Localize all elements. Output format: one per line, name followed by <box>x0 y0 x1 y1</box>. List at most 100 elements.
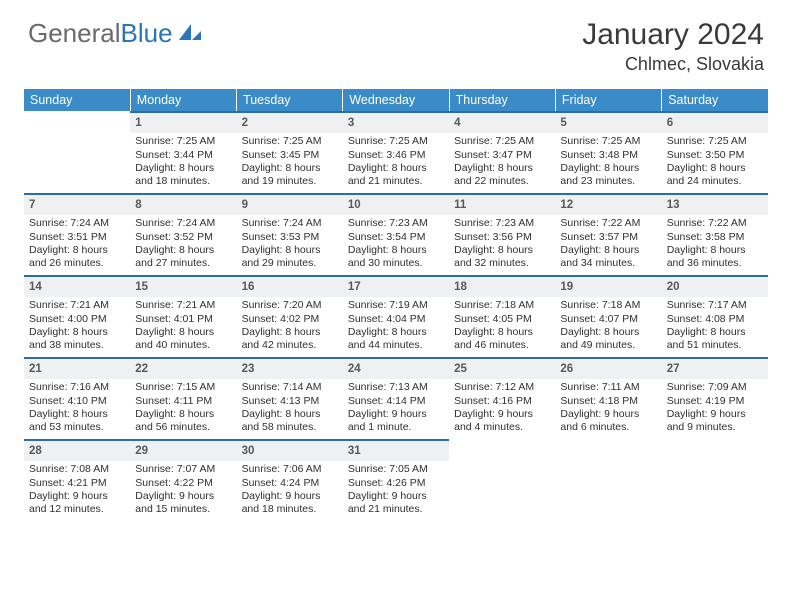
day-line: and 21 minutes. <box>348 503 444 516</box>
day-line: and 12 minutes. <box>29 503 125 516</box>
calendar-day-cell: 11Sunrise: 7:23 AMSunset: 3:56 PMDayligh… <box>449 193 555 275</box>
day-line: Sunset: 4:00 PM <box>29 313 125 326</box>
header: GeneralBlue January 2024 Chlmec, Slovaki… <box>0 0 792 83</box>
day-line: Daylight: 9 hours <box>667 408 763 421</box>
calendar-table: Sunday Monday Tuesday Wednesday Thursday… <box>24 89 768 521</box>
day-number: 21 <box>24 357 130 379</box>
day-line: Sunset: 3:58 PM <box>667 231 763 244</box>
day-line: Sunrise: 7:25 AM <box>667 135 763 148</box>
day-line: Daylight: 8 hours <box>242 244 338 257</box>
day-line: Daylight: 8 hours <box>348 162 444 175</box>
day-line: Sunset: 4:22 PM <box>135 477 231 490</box>
calendar-day-cell: 16Sunrise: 7:20 AMSunset: 4:02 PMDayligh… <box>237 275 343 357</box>
day-line: Daylight: 8 hours <box>560 244 656 257</box>
day-line: Sunrise: 7:14 AM <box>242 381 338 394</box>
day-line: Sunset: 4:16 PM <box>454 395 550 408</box>
day-line: Sunset: 4:08 PM <box>667 313 763 326</box>
page-title: January 2024 <box>582 18 764 52</box>
day-line: Sunrise: 7:13 AM <box>348 381 444 394</box>
day-text: Sunrise: 7:05 AMSunset: 4:26 PMDaylight:… <box>343 461 449 519</box>
day-line: Sunset: 3:54 PM <box>348 231 444 244</box>
day-line: and 38 minutes. <box>29 339 125 352</box>
day-text: Sunrise: 7:19 AMSunset: 4:04 PMDaylight:… <box>343 297 449 355</box>
day-line: Sunset: 3:53 PM <box>242 231 338 244</box>
day-number: 17 <box>343 275 449 297</box>
day-line: and 18 minutes. <box>135 175 231 188</box>
day-line: Daylight: 8 hours <box>135 326 231 339</box>
day-number: 8 <box>130 193 236 215</box>
day-number: 9 <box>237 193 343 215</box>
day-line: Daylight: 8 hours <box>242 326 338 339</box>
day-number: 6 <box>662 111 768 133</box>
day-line: Daylight: 9 hours <box>242 490 338 503</box>
calendar-day-cell: 7Sunrise: 7:24 AMSunset: 3:51 PMDaylight… <box>24 193 130 275</box>
day-text: Sunrise: 7:06 AMSunset: 4:24 PMDaylight:… <box>237 461 343 519</box>
calendar-day-cell: 30Sunrise: 7:06 AMSunset: 4:24 PMDayligh… <box>237 439 343 521</box>
day-line: Sunset: 3:46 PM <box>348 149 444 162</box>
calendar-day-cell: 4Sunrise: 7:25 AMSunset: 3:47 PMDaylight… <box>449 111 555 193</box>
day-line: Daylight: 8 hours <box>667 162 763 175</box>
day-text: Sunrise: 7:24 AMSunset: 3:52 PMDaylight:… <box>130 215 236 273</box>
day-line: and 15 minutes. <box>135 503 231 516</box>
day-line: Daylight: 8 hours <box>242 162 338 175</box>
day-text: Sunrise: 7:22 AMSunset: 3:57 PMDaylight:… <box>555 215 661 273</box>
calendar-day-cell: 31Sunrise: 7:05 AMSunset: 4:26 PMDayligh… <box>343 439 449 521</box>
day-line: Sunrise: 7:18 AM <box>454 299 550 312</box>
day-text: Sunrise: 7:12 AMSunset: 4:16 PMDaylight:… <box>449 379 555 437</box>
calendar-day-cell: 20Sunrise: 7:17 AMSunset: 4:08 PMDayligh… <box>662 275 768 357</box>
day-line: Daylight: 8 hours <box>29 326 125 339</box>
day-line: Daylight: 9 hours <box>348 490 444 503</box>
day-text: Sunrise: 7:18 AMSunset: 4:05 PMDaylight:… <box>449 297 555 355</box>
day-line: and 36 minutes. <box>667 257 763 270</box>
day-line: Daylight: 8 hours <box>454 326 550 339</box>
day-line: and 46 minutes. <box>454 339 550 352</box>
page-subtitle: Chlmec, Slovakia <box>582 54 764 75</box>
day-line: Sunset: 4:04 PM <box>348 313 444 326</box>
calendar-day-cell: 0 <box>449 439 555 521</box>
day-line: Sunrise: 7:23 AM <box>454 217 550 230</box>
day-line: Sunrise: 7:06 AM <box>242 463 338 476</box>
day-line: Sunset: 3:47 PM <box>454 149 550 162</box>
day-line: and 40 minutes. <box>135 339 231 352</box>
day-line: Daylight: 9 hours <box>29 490 125 503</box>
day-text: Sunrise: 7:25 AMSunset: 3:48 PMDaylight:… <box>555 133 661 191</box>
day-line: Sunrise: 7:08 AM <box>29 463 125 476</box>
day-number: 11 <box>449 193 555 215</box>
weekday-header: Friday <box>555 89 661 111</box>
day-number: 28 <box>24 439 130 461</box>
day-text: Sunrise: 7:14 AMSunset: 4:13 PMDaylight:… <box>237 379 343 437</box>
day-line: Daylight: 8 hours <box>454 162 550 175</box>
day-text: Sunrise: 7:17 AMSunset: 4:08 PMDaylight:… <box>662 297 768 355</box>
day-line: and 51 minutes. <box>667 339 763 352</box>
calendar-week-row: 01Sunrise: 7:25 AMSunset: 3:44 PMDayligh… <box>24 111 768 193</box>
day-text: Sunrise: 7:15 AMSunset: 4:11 PMDaylight:… <box>130 379 236 437</box>
calendar-day-cell: 2Sunrise: 7:25 AMSunset: 3:45 PMDaylight… <box>237 111 343 193</box>
calendar-day-cell: 15Sunrise: 7:21 AMSunset: 4:01 PMDayligh… <box>130 275 236 357</box>
day-number: 19 <box>555 275 661 297</box>
calendar-day-cell: 9Sunrise: 7:24 AMSunset: 3:53 PMDaylight… <box>237 193 343 275</box>
day-line: Sunset: 4:14 PM <box>348 395 444 408</box>
day-number: 5 <box>555 111 661 133</box>
calendar-week-row: 7Sunrise: 7:24 AMSunset: 3:51 PMDaylight… <box>24 193 768 275</box>
day-line: and 24 minutes. <box>667 175 763 188</box>
calendar-day-cell: 25Sunrise: 7:12 AMSunset: 4:16 PMDayligh… <box>449 357 555 439</box>
day-line: and 30 minutes. <box>348 257 444 270</box>
day-number: 31 <box>343 439 449 461</box>
calendar-week-row: 21Sunrise: 7:16 AMSunset: 4:10 PMDayligh… <box>24 357 768 439</box>
calendar-day-cell: 26Sunrise: 7:11 AMSunset: 4:18 PMDayligh… <box>555 357 661 439</box>
day-line: and 21 minutes. <box>348 175 444 188</box>
day-line: Daylight: 8 hours <box>454 244 550 257</box>
calendar-day-cell: 12Sunrise: 7:22 AMSunset: 3:57 PMDayligh… <box>555 193 661 275</box>
day-text: Sunrise: 7:24 AMSunset: 3:53 PMDaylight:… <box>237 215 343 273</box>
weekday-header: Thursday <box>449 89 555 111</box>
day-line: Sunrise: 7:17 AM <box>667 299 763 312</box>
day-text: Sunrise: 7:18 AMSunset: 4:07 PMDaylight:… <box>555 297 661 355</box>
day-line: Sunset: 4:26 PM <box>348 477 444 490</box>
day-line: Daylight: 8 hours <box>135 162 231 175</box>
calendar-day-cell: 17Sunrise: 7:19 AMSunset: 4:04 PMDayligh… <box>343 275 449 357</box>
day-number: 25 <box>449 357 555 379</box>
day-line: and 6 minutes. <box>560 421 656 434</box>
day-line: Sunset: 4:19 PM <box>667 395 763 408</box>
title-block: January 2024 Chlmec, Slovakia <box>582 18 764 75</box>
day-line: Sunset: 4:11 PM <box>135 395 231 408</box>
